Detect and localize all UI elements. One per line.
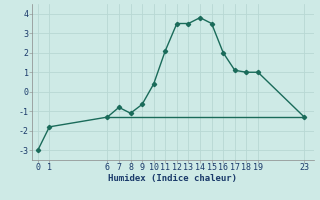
- X-axis label: Humidex (Indice chaleur): Humidex (Indice chaleur): [108, 174, 237, 183]
